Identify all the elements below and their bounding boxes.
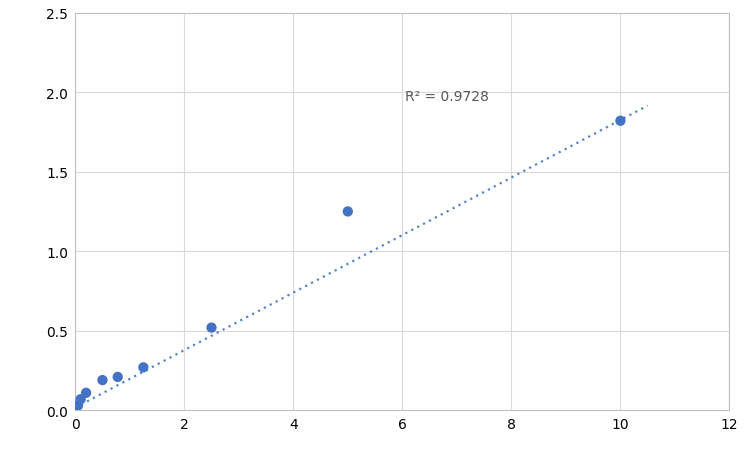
Point	[69, 407, 81, 414]
Point	[138, 364, 150, 371]
Point	[80, 389, 92, 396]
Point	[614, 118, 626, 125]
Point	[112, 373, 124, 381]
Point	[341, 208, 353, 216]
Text: R² = 0.9728: R² = 0.9728	[405, 90, 489, 104]
Point	[205, 324, 217, 331]
Point	[72, 402, 84, 409]
Point	[96, 377, 108, 384]
Point	[74, 396, 86, 403]
